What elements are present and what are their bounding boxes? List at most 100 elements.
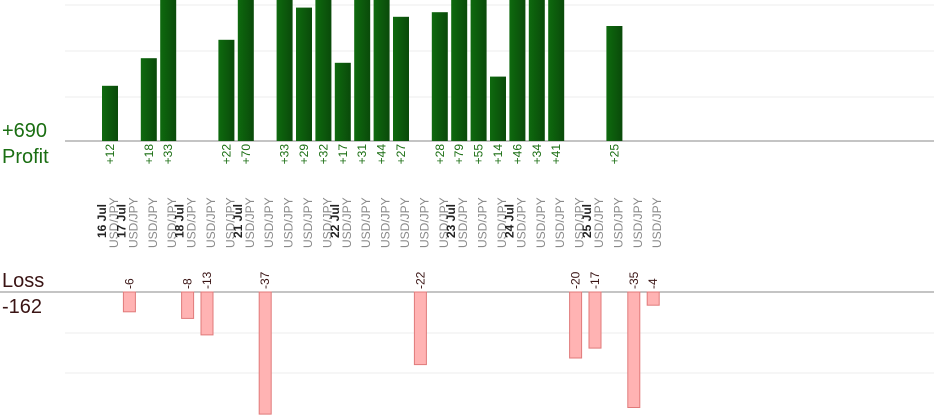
profit-value-label: +28 bbox=[433, 144, 447, 165]
profit-value-label: +18 bbox=[142, 144, 156, 165]
pair-label: USD/JPY bbox=[611, 197, 625, 248]
pair-label: USD/JPY bbox=[320, 197, 334, 248]
loss-value-label: -4 bbox=[646, 278, 660, 289]
profit-bar bbox=[354, 0, 371, 141]
pair-label: USD/JPY bbox=[243, 197, 257, 248]
profit-value-label: +25 bbox=[607, 144, 621, 165]
profit-bar bbox=[102, 85, 118, 141]
profit-bar bbox=[606, 26, 623, 141]
pair-label: USD/JPY bbox=[476, 197, 490, 248]
pair-label: USD/JPY bbox=[126, 197, 140, 248]
loss-bar bbox=[588, 291, 602, 349]
profit-value-label: +17 bbox=[336, 144, 350, 165]
pair-label: USD/JPY bbox=[223, 197, 237, 248]
pair-label: USD/JPY bbox=[107, 197, 121, 248]
profit-bar bbox=[373, 0, 390, 141]
loss-label: Loss bbox=[2, 270, 44, 292]
profit-value-label: +33 bbox=[161, 144, 175, 165]
loss-value-label: -17 bbox=[588, 271, 602, 289]
profit-value-label: +14 bbox=[491, 144, 505, 165]
loss-value-label: -6 bbox=[122, 278, 136, 289]
pair-label: USD/JPY bbox=[437, 197, 451, 248]
pair-label: USD/JPY bbox=[398, 197, 412, 248]
loss-bar bbox=[258, 291, 272, 415]
date-label: 22 Jul bbox=[328, 204, 342, 238]
profit-value-label: +44 bbox=[375, 144, 389, 165]
loss-bar bbox=[646, 291, 660, 306]
loss-bar bbox=[181, 291, 195, 319]
pair-label: USD/JPY bbox=[553, 197, 567, 248]
profit-value-label: +32 bbox=[316, 144, 330, 165]
profit-value-label: +34 bbox=[530, 144, 544, 165]
profit-bar bbox=[296, 7, 312, 141]
pair-label: USD/JPY bbox=[573, 197, 587, 248]
pair-label: USD/JPY bbox=[359, 197, 373, 248]
profit-value-label: +46 bbox=[510, 144, 524, 165]
profit-value-label: +70 bbox=[239, 144, 253, 165]
pair-label: USD/JPY bbox=[301, 197, 315, 248]
profit-bar bbox=[334, 62, 351, 141]
date-label: 18 Jul bbox=[173, 204, 187, 238]
profit-bar bbox=[509, 0, 526, 141]
profit-label: Profit bbox=[2, 146, 49, 168]
pair-label: USD/JPY bbox=[204, 197, 218, 248]
profit-bar bbox=[140, 58, 157, 142]
profit-value-label: +33 bbox=[278, 144, 292, 165]
pair-label: USD/JPY bbox=[495, 197, 509, 248]
loss-bar bbox=[627, 291, 641, 408]
pair-label: USD/JPY bbox=[185, 197, 199, 248]
pair-label: USD/JPY bbox=[165, 197, 179, 248]
loss-value-label: -37 bbox=[258, 271, 272, 289]
pair-label: USD/JPY bbox=[650, 197, 664, 248]
loss-bar bbox=[122, 291, 136, 313]
loss-bars bbox=[122, 291, 660, 415]
loss-bar bbox=[200, 291, 214, 336]
profit-bar bbox=[470, 0, 487, 141]
profit-bar bbox=[548, 0, 565, 141]
pair-label: USD/JPY bbox=[146, 197, 160, 248]
profit-value-label: +31 bbox=[355, 144, 369, 165]
profit-bar bbox=[218, 39, 235, 141]
pair-label: USD/JPY bbox=[456, 197, 470, 248]
profit-value-label: +12 bbox=[103, 144, 117, 165]
loss-value-label: -20 bbox=[569, 271, 583, 289]
date-label: 16 Jul bbox=[95, 204, 109, 238]
pair-label: USD/JPY bbox=[340, 197, 354, 248]
date-label: 23 Jul bbox=[444, 204, 458, 238]
profit-bar bbox=[431, 12, 448, 142]
profit-bar bbox=[393, 16, 409, 141]
profit-value-label: +27 bbox=[394, 144, 408, 165]
profit-bar bbox=[276, 0, 293, 141]
profit-bar bbox=[528, 0, 545, 141]
loss-total: -162 bbox=[2, 296, 42, 318]
profit-bar bbox=[451, 0, 468, 141]
pair-label: USD/JPY bbox=[379, 197, 393, 248]
loss-bar bbox=[569, 291, 583, 359]
profit-value-label: +41 bbox=[549, 144, 563, 165]
pair-label: USD/JPY bbox=[282, 197, 296, 248]
pair-label: USD/JPY bbox=[514, 197, 528, 248]
loss-value-label: -22 bbox=[413, 271, 427, 289]
loss-value-label: -13 bbox=[200, 271, 214, 289]
pair-label: USD/JPY bbox=[631, 197, 645, 248]
date-label: 17 Jul bbox=[114, 204, 128, 238]
profit-bars bbox=[102, 0, 623, 142]
profit-total: +690 bbox=[2, 120, 47, 142]
profit-bar bbox=[490, 76, 506, 141]
profit-bar bbox=[315, 0, 332, 141]
category-labels: 16 Jul USD/JPY +12 17 Jul USD/JPY -6 USD/JPY +1… bbox=[95, 144, 664, 289]
pair-label: USD/JPY bbox=[592, 197, 606, 248]
loss-value-label: -8 bbox=[181, 278, 195, 289]
date-label: 21 Jul bbox=[231, 204, 245, 238]
pair-label: USD/JPY bbox=[262, 197, 276, 248]
profit-value-label: +22 bbox=[219, 144, 233, 165]
pair-label: USD/JPY bbox=[534, 197, 548, 248]
profit-value-label: +79 bbox=[452, 144, 466, 165]
profit-value-label: +55 bbox=[472, 144, 486, 165]
profit-bar bbox=[160, 0, 177, 141]
profit-bar bbox=[237, 0, 254, 141]
pair-label: USD/JPY bbox=[417, 197, 431, 248]
date-label: 24 Jul bbox=[502, 204, 516, 238]
